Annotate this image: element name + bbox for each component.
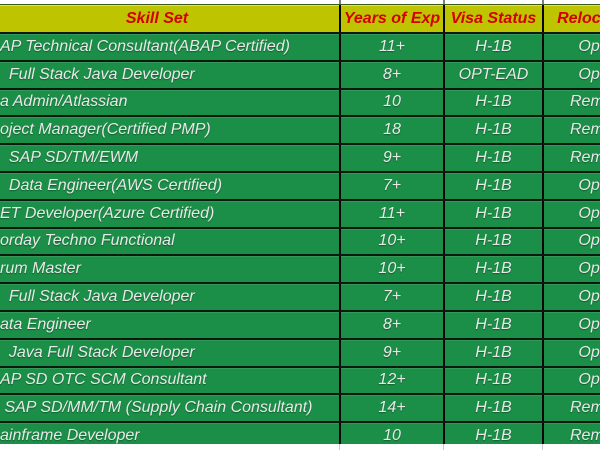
table-row: Data Engineer(AWS Certified)7+H-1BOpen xyxy=(0,172,600,201)
cell-reloc[interactable]: Open xyxy=(542,284,600,310)
cell-reloc[interactable]: Open xyxy=(542,367,600,394)
cell-visa[interactable]: H-1B xyxy=(443,395,542,422)
table-body: AP Technical Consultant(ABAP Certified) 1… xyxy=(0,34,600,450)
cell-years[interactable]: 10+ xyxy=(339,228,443,255)
cell-years[interactable]: 14+ xyxy=(339,395,443,422)
cell-skill[interactable]: Data Engineer(AWS Certified) xyxy=(0,172,339,199)
column-gridline xyxy=(443,0,445,4)
cell-reloc[interactable]: Open xyxy=(542,34,600,60)
cell-reloc[interactable]: Open xyxy=(542,339,600,366)
cell-visa[interactable]: H-1B xyxy=(443,200,542,227)
cell-skill[interactable]: SAP SD/MM/TM (Supply Chain Consultant) xyxy=(0,395,339,422)
cell-visa[interactable]: H-1B xyxy=(443,228,542,255)
cell-skill[interactable]: oject Manager(Certified PMP) xyxy=(0,117,339,144)
cell-skill[interactable]: Java Full Stack Developer xyxy=(0,339,339,366)
hotlist-table: Skill Set Years of Exp Visa Status Reloc… xyxy=(0,4,600,450)
cell-skill[interactable]: a Admin/Atlassian xyxy=(0,89,339,116)
column-gridline xyxy=(443,444,444,450)
column-header-visa-status[interactable]: Visa Status xyxy=(443,5,542,32)
cell-reloc[interactable]: Open xyxy=(542,172,600,199)
column-header-relocation[interactable]: Relocation xyxy=(542,5,600,32)
cell-reloc[interactable]: Remote xyxy=(542,89,600,116)
cell-visa[interactable]: H-1B xyxy=(443,89,542,116)
cell-years[interactable]: 7+ xyxy=(339,284,443,310)
column-header-skill-set[interactable]: Skill Set xyxy=(0,5,339,32)
cell-reloc[interactable]: Open xyxy=(542,256,600,283)
cell-skill[interactable]: Full Stack Java Developer xyxy=(0,284,339,310)
cell-visa[interactable]: H-1B xyxy=(443,367,542,394)
cell-years[interactable]: 8+ xyxy=(339,311,443,338)
cell-reloc[interactable]: Open xyxy=(542,228,600,255)
cell-skill[interactable]: AP SD OTC SCM Consultant xyxy=(0,367,339,394)
cell-reloc[interactable]: Remote xyxy=(542,117,600,144)
cell-skill[interactable]: ata Engineer xyxy=(0,311,339,338)
cell-skill[interactable]: Full Stack Java Developer xyxy=(0,61,339,88)
table-row: AP Technical Consultant(ABAP Certified) 1… xyxy=(0,34,600,62)
cell-visa[interactable]: H-1B xyxy=(443,117,542,144)
cell-years[interactable]: 10 xyxy=(339,89,443,116)
cell-years[interactable]: 11+ xyxy=(339,34,443,60)
cell-years[interactable]: 9+ xyxy=(339,339,443,366)
cell-years[interactable]: 18 xyxy=(339,117,443,144)
cell-skill[interactable]: ET Developer(Azure Certified) xyxy=(0,200,339,227)
cell-visa[interactable]: H-1B xyxy=(443,256,542,283)
cell-reloc[interactable]: Remote xyxy=(542,395,600,422)
cell-visa[interactable]: H-1B xyxy=(443,284,542,310)
cell-skill[interactable]: rum Master xyxy=(0,256,339,283)
grid-row-above xyxy=(0,0,600,4)
cell-reloc[interactable]: Open xyxy=(542,311,600,338)
column-gridline xyxy=(339,444,340,450)
cell-skill[interactable]: AP Technical Consultant(ABAP Certified) xyxy=(0,34,339,60)
cell-reloc[interactable]: Open xyxy=(542,200,600,227)
cell-reloc[interactable]: Remote xyxy=(542,145,600,171)
cell-visa[interactable]: H-1B xyxy=(443,339,542,366)
cell-skill[interactable]: orday Techno Functional xyxy=(0,228,339,255)
cell-years[interactable]: 10+ xyxy=(339,256,443,283)
column-gridline xyxy=(339,0,341,4)
column-gridline xyxy=(542,444,543,450)
cell-visa[interactable]: OPT-EAD xyxy=(443,61,542,88)
column-gridline xyxy=(542,0,544,4)
cell-years[interactable]: 11+ xyxy=(339,200,443,227)
grid-row-below xyxy=(0,444,600,450)
cell-years[interactable]: 7+ xyxy=(339,172,443,199)
cell-visa[interactable]: H-1B xyxy=(443,311,542,338)
cell-visa[interactable]: H-1B xyxy=(443,34,542,60)
cell-skill[interactable]: SAP SD/TM/EWM xyxy=(0,145,339,171)
cell-reloc[interactable]: Open xyxy=(542,61,600,88)
cell-visa[interactable]: H-1B xyxy=(443,145,542,171)
cell-years[interactable]: 9+ xyxy=(339,145,443,171)
table-row: oject Manager(Certified PMP)18H-1BRemote xyxy=(0,117,600,146)
cell-years[interactable]: 8+ xyxy=(339,61,443,88)
column-header-years-of-exp[interactable]: Years of Exp xyxy=(339,5,443,32)
cell-years[interactable]: 12+ xyxy=(339,367,443,394)
header-row: Skill Set Years of Exp Visa Status Reloc… xyxy=(0,4,600,34)
table-row: SAP SD/MM/TM (Supply Chain Consultant) 14… xyxy=(0,395,600,424)
table-row: ET Developer(Azure Certified)11+H-1BOpen xyxy=(0,200,600,229)
cell-visa[interactable]: H-1B xyxy=(443,172,542,199)
